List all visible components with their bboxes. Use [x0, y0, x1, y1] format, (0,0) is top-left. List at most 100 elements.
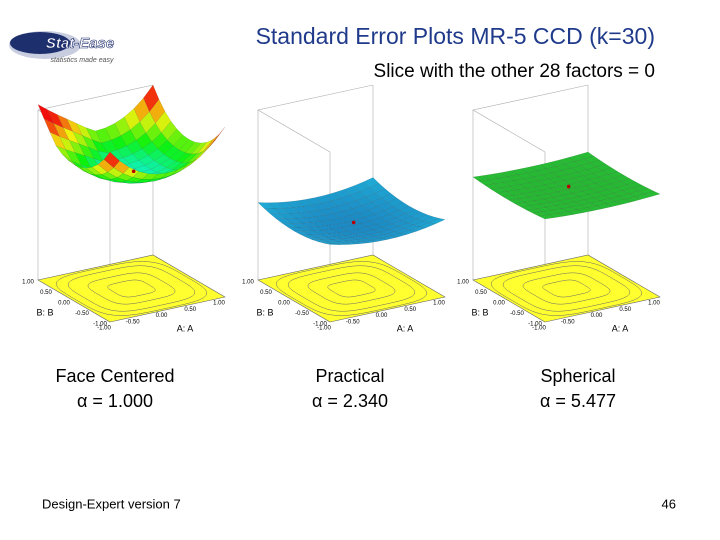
a-tick-label: -0.50 [126, 319, 140, 325]
a-tick-label: 0.00 [591, 313, 603, 319]
surface-cell [352, 241, 369, 245]
a-tick-label: 0.00 [376, 313, 388, 319]
design-point [131, 169, 136, 174]
surface-cell [381, 235, 398, 240]
b-tick-label: -0.50 [295, 311, 309, 317]
surface-plot: -1.00 -0.50 0.00 0.50 1.00 -1.00 -0.50 0.00 0.50… [457, 84, 661, 333]
surface-cell [357, 226, 374, 233]
surface-cell [391, 233, 407, 238]
surface-cell [555, 203, 572, 209]
surface-cell [612, 190, 630, 197]
surface-cell [632, 185, 649, 192]
surface-cell [558, 157, 576, 165]
surface-cell [101, 140, 118, 153]
surface-cell [594, 180, 612, 187]
a-tick-label: -0.50 [561, 319, 575, 325]
b-tick-label: 0.50 [260, 290, 272, 296]
contour [107, 279, 156, 298]
surface-cell [366, 224, 384, 231]
a-tick-label: 1.00 [648, 301, 660, 307]
surface-cell [514, 202, 532, 208]
surface-cell [526, 208, 544, 214]
logo: Stat-Ease statistics made easy [9, 31, 114, 64]
surface-cell [496, 191, 514, 197]
surface-cell [103, 151, 120, 168]
surface-cell [596, 164, 613, 171]
surface-cell [528, 180, 546, 187]
b-axis-label: B: B [471, 307, 488, 317]
surface-cell [323, 243, 340, 245]
surface-cell [347, 229, 364, 235]
surface-cell [537, 193, 554, 200]
contour [67, 265, 196, 312]
a-tick-label: -1.00 [97, 326, 111, 332]
slide-title: Standard Error Plots MR-5 CCD (k=30) [256, 23, 655, 49]
b-tick-label: 0.00 [278, 301, 290, 307]
plot-alpha: α = 1.000 [77, 391, 153, 411]
surface-cell [484, 183, 501, 190]
b-tick-label: -0.50 [75, 311, 89, 317]
a-tick-label: -0.50 [346, 319, 360, 325]
surface-cell [532, 211, 550, 217]
page-number: 46 [662, 496, 676, 511]
floor [472, 254, 661, 323]
surface-cell [336, 203, 353, 212]
a-tick-label: 0.00 [156, 313, 168, 319]
surface-cell [113, 160, 130, 174]
surface-cell [575, 185, 593, 192]
plot-caption: Face Centered [55, 366, 174, 386]
footer-text: Design-Expert version 7 [42, 496, 181, 511]
surface-cell [141, 173, 159, 180]
surface-cell [536, 207, 553, 213]
b-tick-label: 0.00 [493, 301, 505, 307]
a-tick-label: 1.00 [213, 301, 225, 307]
surface-cell [318, 233, 336, 238]
surface-cell [538, 214, 556, 220]
surface-cell [472, 175, 489, 182]
contour [287, 265, 416, 312]
surface-cell [419, 222, 436, 228]
surface-cell [622, 187, 639, 194]
surface-cell [518, 197, 535, 203]
surface-cell [428, 218, 446, 225]
surface-cell [614, 175, 631, 182]
surface-cell [362, 240, 378, 243]
contour [522, 272, 611, 305]
surface-cell [61, 153, 78, 167]
surface-plot: -1.00 -0.50 0.00 0.50 1.00 -1.00 -0.50 0.00 0.50… [22, 84, 226, 333]
surface-cell [548, 176, 565, 183]
floor [257, 254, 446, 323]
surface-cell [371, 238, 388, 242]
surface-cell [294, 217, 312, 224]
a-axis-label: A: A [612, 323, 629, 333]
surface-cell [105, 179, 121, 183]
b-tick-label: 0.50 [475, 290, 487, 296]
design-point [566, 184, 571, 189]
b-tick-label: -1.00 [313, 322, 327, 328]
surface-cell [333, 211, 350, 219]
surface-cell [482, 173, 499, 180]
surface-cell [409, 226, 427, 232]
surface-cell [530, 164, 547, 172]
b-tick-label: 0.00 [58, 301, 70, 307]
plot-alpha: α = 5.477 [540, 391, 616, 411]
surface-cell [568, 154, 585, 162]
plot-caption: Practical [315, 366, 384, 386]
box-edge [472, 84, 589, 153]
surface-plot: -1.00 -0.50 0.00 0.50 1.00 -1.00 -0.50 0.00 0.50… [242, 84, 446, 333]
surface-cell [500, 186, 517, 192]
surface-cell [342, 208, 359, 217]
surface-cell [327, 206, 344, 214]
surface-cell [116, 173, 134, 181]
surface-cell [584, 197, 601, 204]
b-tick-label: 0.50 [40, 290, 52, 296]
b-tick-label: -1.00 [528, 322, 542, 328]
contour [275, 261, 428, 316]
surface-cell [576, 169, 594, 177]
surface-cell [170, 165, 187, 176]
surface-cell [405, 209, 422, 217]
surface-cell [385, 217, 403, 225]
surface-cell [400, 230, 417, 235]
contour [490, 261, 643, 316]
